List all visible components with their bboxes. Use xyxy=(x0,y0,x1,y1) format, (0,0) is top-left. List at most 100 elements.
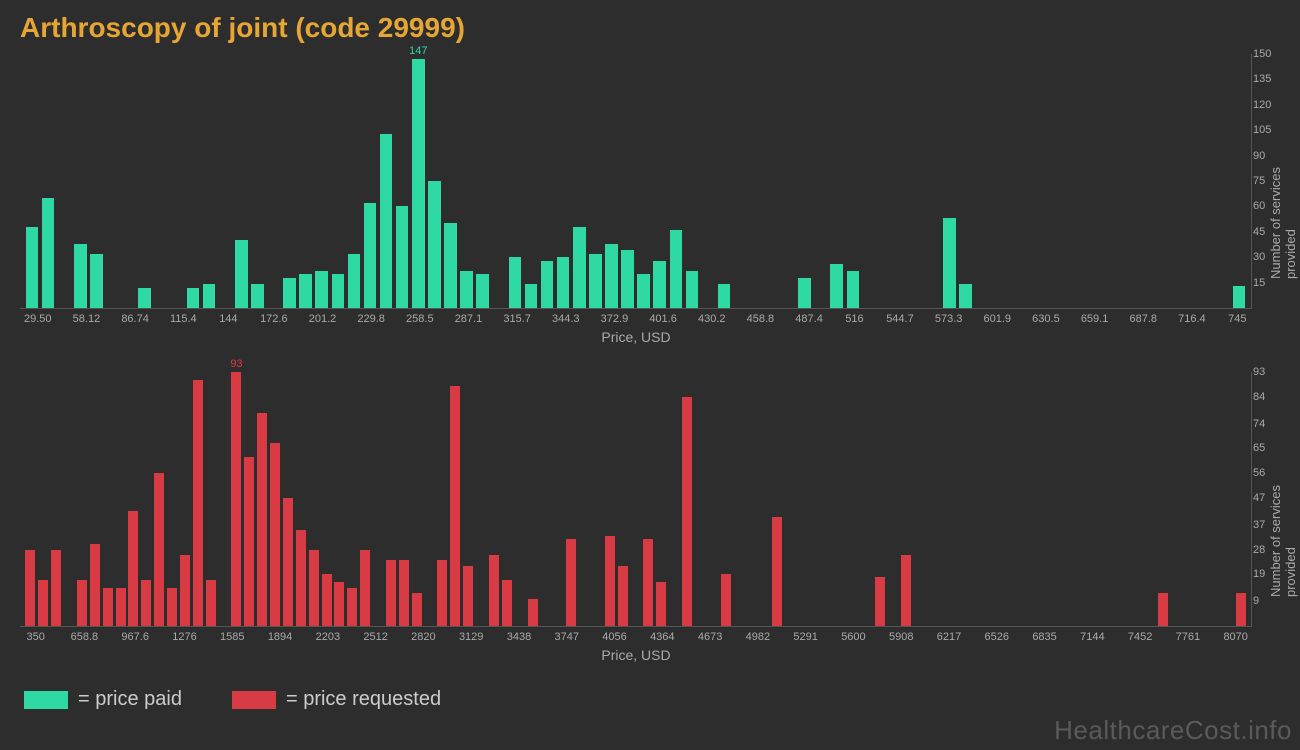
bar-slot xyxy=(169,54,185,308)
x-tick: 344.3 xyxy=(552,313,580,325)
bar-slot xyxy=(719,372,732,626)
x-tick: 6526 xyxy=(985,631,1009,643)
bar-slot xyxy=(1167,54,1183,308)
bar-slot xyxy=(436,372,449,626)
x-tick: 315.7 xyxy=(503,313,531,325)
bar-slot xyxy=(1006,54,1022,308)
bar-slot xyxy=(797,372,810,626)
bar xyxy=(103,588,113,626)
bar-slot xyxy=(1118,54,1134,308)
x-tick: 5291 xyxy=(793,631,817,643)
bar xyxy=(541,261,554,308)
bar xyxy=(772,517,782,626)
bar-slot xyxy=(1221,372,1234,626)
y-tick: 45 xyxy=(1253,226,1265,238)
bar-slot xyxy=(555,54,571,308)
bar-slot xyxy=(298,54,314,308)
bar-slot xyxy=(385,372,398,626)
y-tick: 19 xyxy=(1253,568,1265,580)
bar-slot xyxy=(1067,372,1080,626)
bar-slot xyxy=(475,372,488,626)
x-tick xyxy=(292,631,315,643)
x-tick xyxy=(675,631,698,643)
x-tick xyxy=(483,631,506,643)
bar xyxy=(653,261,666,308)
bar-slot xyxy=(372,372,385,626)
x-tick: 2512 xyxy=(363,631,387,643)
x-tick xyxy=(818,631,841,643)
bar-slot xyxy=(513,372,526,626)
bar xyxy=(332,274,345,308)
bar-slot xyxy=(565,372,578,626)
x-tick xyxy=(1206,313,1227,325)
bar-slot xyxy=(900,372,913,626)
x-tick: 687.8 xyxy=(1129,313,1157,325)
page-title: Arthroscopy of joint (code 29999) xyxy=(0,0,1300,54)
bar-slot xyxy=(1003,372,1016,626)
bar-slot xyxy=(1093,372,1106,626)
bar xyxy=(682,397,692,626)
x-tick: 86.74 xyxy=(121,313,149,325)
y-tick: 30 xyxy=(1253,251,1265,263)
bar xyxy=(26,227,39,308)
bar xyxy=(231,372,241,626)
x-axis-label: Price, USD xyxy=(20,647,1252,663)
x-tick: 573.3 xyxy=(935,313,963,325)
bar xyxy=(589,254,602,308)
bar xyxy=(463,566,473,626)
bar xyxy=(203,284,216,308)
x-tick xyxy=(531,631,554,643)
bar-slot xyxy=(378,54,394,308)
x-tick xyxy=(434,313,455,325)
bar-slot xyxy=(88,372,101,626)
y-tick: 15 xyxy=(1253,277,1265,289)
bar-slot xyxy=(40,54,56,308)
bar-slot xyxy=(121,54,137,308)
bar xyxy=(90,254,103,308)
bar xyxy=(25,550,35,626)
bar xyxy=(364,203,377,308)
bar-slot xyxy=(1215,54,1231,308)
x-tick: 172.6 xyxy=(260,313,288,325)
bar xyxy=(798,278,811,308)
x-tick xyxy=(385,313,406,325)
x-tick: 967.6 xyxy=(121,631,149,643)
x-tick: 58.12 xyxy=(73,313,101,325)
bar-slot xyxy=(185,54,201,308)
x-tick: 7452 xyxy=(1128,631,1152,643)
bar xyxy=(412,59,425,308)
bar-slot xyxy=(784,372,797,626)
bar-slot xyxy=(652,54,668,308)
bar-slot xyxy=(771,372,784,626)
bar-slot xyxy=(233,54,249,308)
bar xyxy=(605,536,615,626)
x-tick xyxy=(962,313,983,325)
swatch-requested xyxy=(232,691,276,709)
x-tick: 1276 xyxy=(172,631,196,643)
x-tick xyxy=(1060,313,1081,325)
bar-slot xyxy=(925,54,941,308)
bar-slot xyxy=(462,372,475,626)
bar xyxy=(38,580,48,626)
bar-slot xyxy=(314,54,330,308)
bar-slot xyxy=(1234,372,1247,626)
bar-slot xyxy=(346,54,362,308)
bar-slot xyxy=(330,54,346,308)
x-tick: 115.4 xyxy=(170,313,197,325)
x-tick xyxy=(722,631,745,643)
bar xyxy=(528,599,538,626)
bar-slot xyxy=(835,372,848,626)
bar-slot xyxy=(764,54,780,308)
legend-label: = price paid xyxy=(78,688,182,711)
x-tick: 516 xyxy=(844,313,865,325)
bar-slot xyxy=(1038,54,1054,308)
x-tick xyxy=(197,631,220,643)
bar-slot xyxy=(694,372,707,626)
bar-slot xyxy=(153,372,166,626)
bar xyxy=(380,134,393,308)
bar-slot xyxy=(974,54,990,308)
bar-slot xyxy=(642,372,655,626)
bar xyxy=(621,250,634,308)
bar-slot xyxy=(76,372,89,626)
bar-slot xyxy=(37,372,50,626)
